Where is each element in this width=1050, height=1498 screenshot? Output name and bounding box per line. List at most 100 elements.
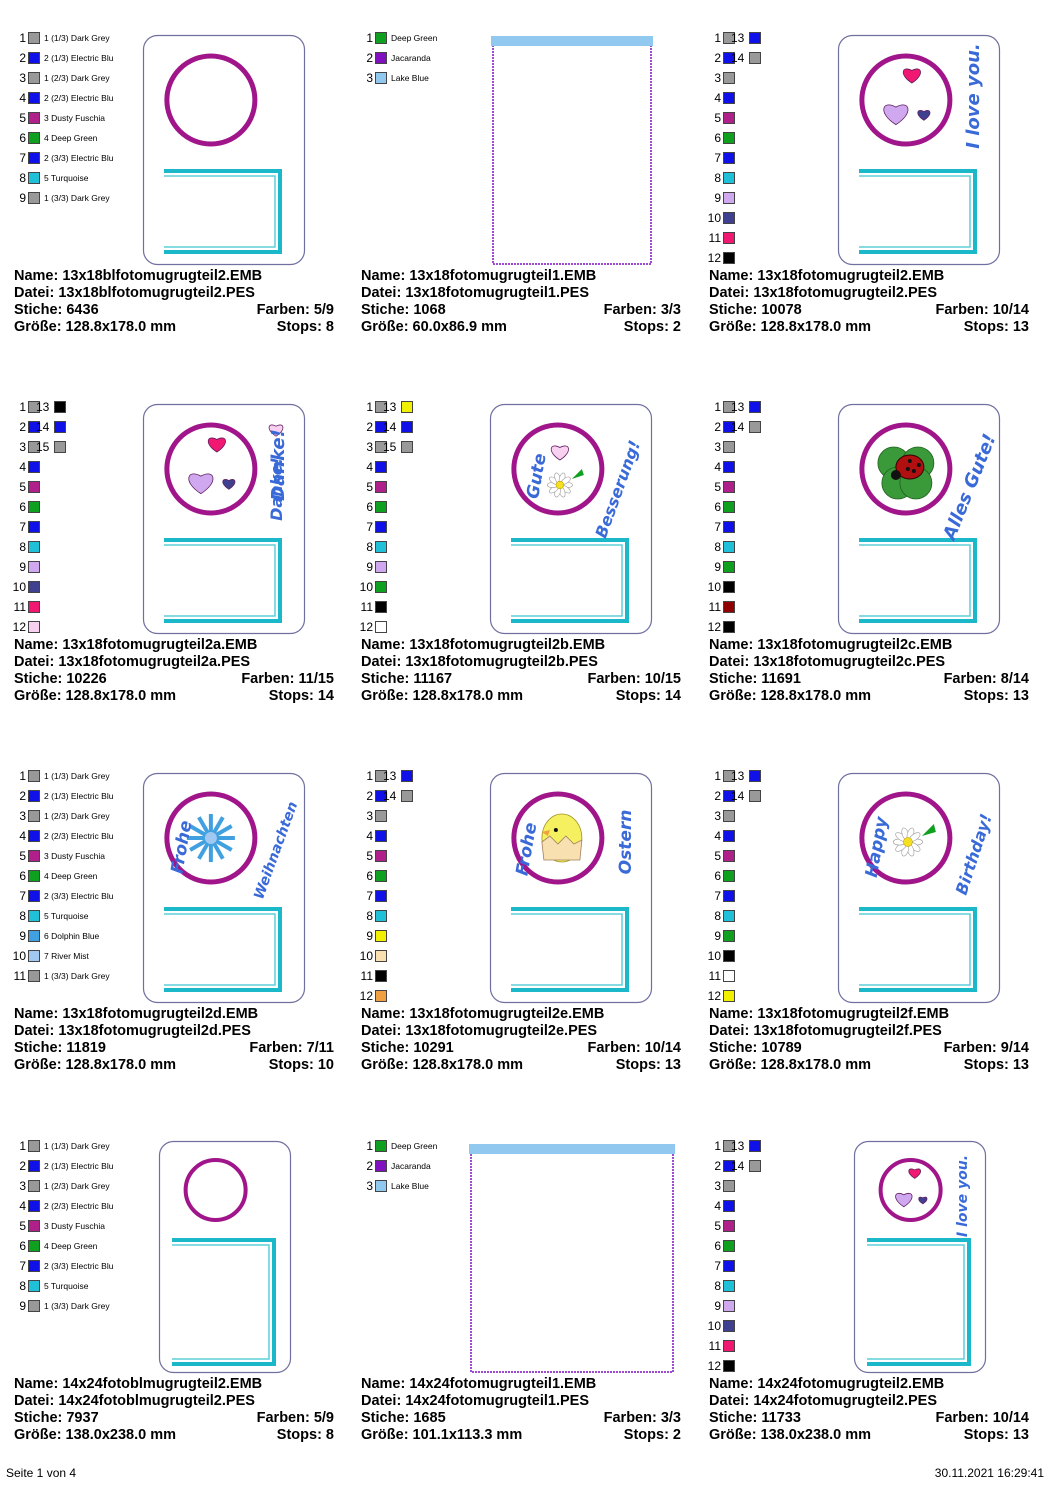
- color-swatch: [28, 172, 40, 184]
- color-swatch-row: 3 Lake Blue: [361, 70, 491, 90]
- swatch-number: 14: [731, 1159, 745, 1173]
- color-swatch: [749, 32, 761, 44]
- color-swatch: [375, 790, 387, 802]
- circle-frame: [183, 1158, 248, 1222]
- color-swatch-row: 2 14: [709, 788, 839, 808]
- color-swatch-row: 4 2 (2/3) Electric Blu: [14, 90, 144, 110]
- color-swatch: [723, 1260, 735, 1272]
- thread-name: 1 (2/3) Dark Grey: [44, 811, 110, 821]
- swatch-number: 13: [383, 769, 397, 783]
- swatch-number: 1: [19, 1139, 26, 1153]
- swatch-number: 7: [19, 889, 26, 903]
- color-swatch-row: 10 7 River Mist: [13, 948, 144, 968]
- design-preview: Danke!Danke!: [142, 403, 306, 635]
- color-swatch-row: 7 2 (3/3) Electric Blu: [14, 888, 144, 908]
- thread-name: 6 Dolphin Blue: [44, 931, 100, 941]
- swatch-number: 5: [19, 480, 26, 494]
- eggshell-icon: [541, 835, 583, 861]
- swatch-number: 1: [19, 31, 26, 45]
- photo-frame: [511, 538, 629, 623]
- greeting-text: I love you.: [963, 43, 984, 148]
- color-swatch: [723, 1200, 735, 1212]
- color-swatch-row: 8: [709, 539, 839, 559]
- design-size: Größe: 128.8x178.0 mm: [361, 688, 524, 704]
- stop-count: Stops: 14: [268, 688, 334, 704]
- color-count: Farben: 10/15: [587, 671, 682, 687]
- swatch-number: 6: [19, 500, 26, 514]
- stitch-count: Stiche: 11167: [361, 671, 453, 687]
- photo-frame: [172, 1238, 276, 1366]
- color-swatch: [749, 1140, 761, 1152]
- swatch-number: 8: [19, 1279, 26, 1293]
- color-swatch-row: 9: [361, 559, 491, 579]
- color-swatch-row: 6: [361, 868, 491, 888]
- design-cell: 1 13 2 14 3 4 5 6 7 8 9 10 11 12 I love you. Name: 14x2…: [708, 1138, 1039, 1498]
- stop-count: Stops: 13: [963, 319, 1029, 335]
- color-swatch: [375, 561, 387, 573]
- color-swatch: [28, 870, 40, 882]
- swatch-number: 4: [19, 460, 26, 474]
- thread-name: 2 (1/3) Electric Blu: [44, 1161, 114, 1171]
- swatch-number: 13: [731, 31, 745, 45]
- color-swatch-row: 6: [14, 499, 144, 519]
- photo-frame: [859, 538, 977, 623]
- color-swatch: [401, 421, 413, 433]
- swatch-number: 13: [36, 400, 50, 414]
- design-preview: I love you.: [837, 34, 1001, 266]
- circle-frame: [164, 422, 258, 516]
- stitch-count: Stiche: 10078: [709, 302, 802, 318]
- color-swatch: [375, 601, 387, 613]
- swatch-number: 11: [708, 231, 721, 245]
- thread-name: Lake Blue: [391, 73, 429, 83]
- design-file: Datei: 14x24fotomugrugteil2.PES: [709, 1393, 938, 1409]
- heart-indigo-icon: [917, 110, 931, 121]
- color-swatch: [28, 950, 40, 962]
- swatch-number: 5: [366, 480, 373, 494]
- swatch-number: 5: [19, 111, 26, 125]
- color-swatch: [723, 1180, 735, 1192]
- design-file: Datei: 13x18fotomugrugteil2b.PES: [361, 654, 598, 670]
- color-swatch-row: 11: [709, 230, 839, 250]
- swatch-number: 1: [19, 769, 26, 783]
- design-file: Datei: 14x24fotomugrugteil1.PES: [361, 1393, 590, 1409]
- color-count: Farben: 3/3: [603, 1410, 681, 1426]
- swatch-number: 7: [714, 889, 721, 903]
- color-swatch: [723, 232, 735, 244]
- design-name: Name: 13x18blfotomugrugteil2.EMB: [14, 268, 263, 284]
- color-swatch-row: 8: [14, 539, 144, 559]
- stitch-count: Stiche: 7937: [14, 1410, 99, 1426]
- design-info: Name: 13x18fotomugrugteil2b.EMB Datei: 13…: [361, 637, 681, 705]
- color-swatch-list: 1 1 (1/3) Dark Grey 2 2 (1/3) Electric Blu 3…: [14, 1138, 144, 1318]
- color-swatch-row: 4 2 (2/3) Electric Blu: [14, 828, 144, 848]
- swatch-number: 10: [707, 1319, 721, 1333]
- swatch-number: 10: [12, 580, 26, 594]
- pocket-outline: [492, 43, 652, 265]
- color-swatch-row: 11: [709, 599, 839, 619]
- color-swatch: [28, 830, 40, 842]
- design-size: Größe: 138.0x238.0 mm: [14, 1427, 177, 1443]
- design-preview: I love you.: [853, 1140, 987, 1374]
- color-swatch: [28, 930, 40, 942]
- color-swatch-row: 3 15: [361, 439, 491, 459]
- swatch-number: 14: [383, 789, 397, 803]
- color-swatch: [723, 72, 735, 84]
- swatch-number: 5: [19, 1219, 26, 1233]
- stitch-count: Stiche: 6436: [14, 302, 99, 318]
- color-swatch-row: 8: [361, 908, 491, 928]
- ladybug-spot: [907, 459, 912, 463]
- swatch-number: 2: [19, 789, 26, 803]
- color-swatch-row: 8 5 Turquoise: [14, 1278, 144, 1298]
- thread-name: 2 (2/3) Electric Blu: [44, 1201, 114, 1211]
- color-swatch-row: 9: [709, 928, 839, 948]
- color-swatch-row: 3: [709, 70, 839, 90]
- stitch-count: Stiche: 11733: [709, 1410, 801, 1426]
- ladybug-icon: [895, 454, 925, 480]
- color-swatch: [723, 441, 735, 453]
- swatch-number: 1: [366, 400, 373, 414]
- thread-name: 1 (3/3) Dark Grey: [44, 1301, 110, 1311]
- color-swatch-row: 9 1 (3/3) Dark Grey: [14, 190, 144, 210]
- stitch-count: Stiche: 10789: [709, 1040, 802, 1056]
- color-swatch: [28, 152, 40, 164]
- design-info: Name: 14x24fotoblmugrugteil2.EMB Datei: 1…: [14, 1376, 334, 1444]
- design-file: Datei: 13x18blfotomugrugteil2.PES: [14, 285, 255, 301]
